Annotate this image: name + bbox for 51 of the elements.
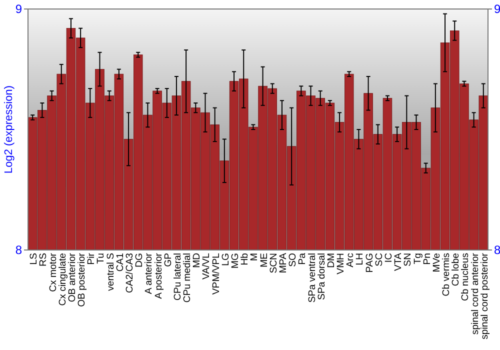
x-tick-label: Hb: [240, 253, 251, 266]
x-tick-label: VTA: [393, 252, 404, 271]
x-tick-label: VA/VL: [201, 252, 212, 280]
x-tick-label: GP: [162, 253, 174, 267]
x-tick-label: CA2/CA3: [124, 253, 136, 293]
x-tick-label: MPA: [278, 252, 289, 274]
x-tick-label: spinal cord anterior: [470, 252, 481, 335]
x-tick-label: SO: [288, 253, 299, 267]
x-tick-label: OB anterior: [66, 252, 78, 302]
x-tick-label: Tg: [412, 253, 424, 264]
x-tick-label: LG: [220, 253, 232, 266]
x-tick-label: CPu lateral: [172, 253, 184, 300]
y2-tick-label: 8: [494, 243, 500, 258]
y2-tick-label: 9: [494, 2, 500, 16]
x-tick-label: DG: [134, 253, 146, 268]
x-tick-label: A anterior: [144, 252, 155, 294]
x-tick-label: SN: [402, 252, 414, 266]
x-tick-label: Tu: [96, 253, 107, 264]
x-tick-label: LH: [354, 252, 366, 266]
x-tick-label: Cb nucleus: [460, 252, 472, 301]
x-tick-label: DM: [326, 252, 337, 268]
x-tick-label: Cb lobe: [450, 253, 462, 286]
x-tick-label: SPa ventral: [306, 253, 318, 303]
x-tick-label: Arc: [345, 252, 356, 268]
x-tick-label: VMH: [336, 252, 347, 274]
x-tick-label: SCN: [268, 252, 280, 274]
x-tick-label: ventral S: [105, 253, 116, 291]
x-tick-label: Cb vermis: [441, 252, 452, 296]
x-tick-label: spinal cord posterior: [479, 252, 490, 340]
x-tick-label: SC: [374, 252, 385, 266]
x-tick-label: Pir: [86, 252, 98, 265]
x-tick-label: VPM/VPL: [210, 252, 222, 295]
x-tick-label: A posterior: [153, 252, 164, 299]
x-tick-label: SPa dorsal: [316, 253, 328, 300]
x-tick-label: Cx motor: [48, 252, 59, 292]
x-tick-label: LS: [28, 253, 40, 265]
x-tick-label: OB posterior: [76, 252, 88, 307]
x-tick-label: MD: [192, 252, 203, 268]
x-tick-label: RS: [38, 253, 50, 266]
x-tick-label: PAG: [364, 253, 376, 273]
x-tick-label: CA1: [114, 253, 126, 272]
x-tick-label: MG: [230, 253, 242, 268]
x-tick-label: MVe: [431, 253, 442, 272]
x-tick-label: M: [249, 253, 260, 261]
y-axis-title: Log2 (expression): [3, 85, 15, 174]
x-tick-label: IC: [383, 252, 394, 263]
x-tick-label: ME: [258, 253, 270, 268]
x-tick-label: Pa: [297, 252, 308, 265]
x-tick-label: CPu medial: [182, 253, 194, 303]
x-tick-label: Pn: [422, 253, 433, 265]
x-tick-label: Cx cingulate: [57, 253, 68, 306]
